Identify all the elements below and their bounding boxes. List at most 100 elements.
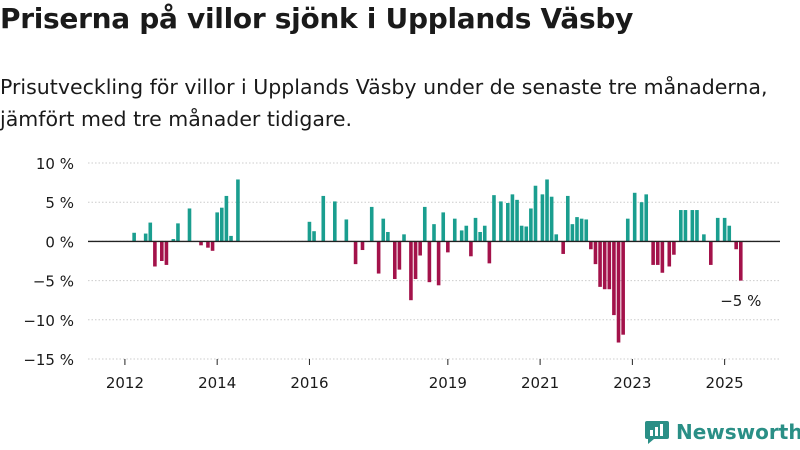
bar [561, 241, 565, 254]
bar [519, 225, 524, 242]
bar [392, 241, 397, 280]
bar [143, 233, 148, 242]
newsworthy-logo-icon [645, 421, 669, 444]
chart-title: Priserna på villor sjönk i Upplands Väsb… [0, 2, 634, 35]
bar [722, 217, 727, 242]
bar [702, 234, 706, 242]
bar [616, 241, 621, 343]
bar [422, 206, 427, 242]
bar [164, 241, 169, 265]
last-value-label: −5 % [720, 292, 761, 310]
bar [176, 223, 180, 242]
bar [376, 241, 381, 274]
bar [715, 217, 720, 242]
bar [540, 194, 545, 242]
bar [353, 241, 358, 265]
bar [413, 241, 418, 280]
bar [499, 201, 503, 242]
bar [187, 208, 192, 242]
bar [625, 218, 630, 242]
bar [229, 235, 233, 242]
bar [492, 195, 496, 242]
x-tick-label: 2016 [290, 374, 328, 392]
x-tick-label: 2025 [706, 374, 744, 392]
bar [409, 241, 413, 301]
bar [148, 222, 153, 242]
bar [607, 241, 612, 290]
bar [333, 201, 337, 242]
x-tick-label: 2012 [106, 374, 144, 392]
bar [132, 232, 136, 242]
bar [529, 208, 533, 242]
y-tick-label: −5 % [33, 273, 74, 291]
bar [369, 206, 374, 242]
bar [487, 241, 492, 264]
bar [469, 241, 473, 257]
bar [727, 225, 732, 242]
bar [734, 241, 738, 250]
brand-name: Newsworthy [676, 420, 800, 444]
bar [506, 202, 510, 242]
bar [397, 241, 402, 270]
x-tick-label: 2014 [198, 374, 236, 392]
bar [510, 194, 515, 242]
bar [545, 179, 549, 242]
bar [312, 231, 316, 242]
y-tick-label: −15 % [23, 351, 74, 369]
bar [565, 195, 570, 242]
x-tick-label: 2019 [429, 374, 467, 392]
bar [386, 231, 390, 242]
bar [224, 195, 229, 242]
bar [381, 218, 386, 242]
bar [360, 241, 365, 251]
x-tick-label: 2021 [521, 374, 559, 392]
bar [171, 239, 176, 242]
bar [584, 219, 589, 242]
bar [206, 241, 210, 248]
bar [655, 241, 660, 265]
bar [660, 241, 665, 273]
bar [199, 241, 203, 246]
bar [679, 210, 683, 242]
bar [427, 241, 432, 283]
bar [402, 234, 406, 242]
bar [593, 241, 598, 265]
bar [579, 218, 584, 242]
bar [533, 185, 538, 242]
bar [695, 210, 699, 242]
bar [651, 241, 655, 265]
bar [236, 179, 240, 242]
bar [644, 194, 649, 242]
bar [473, 217, 478, 242]
y-tick-label: 0 % [45, 233, 74, 251]
bar [160, 241, 164, 261]
y-tick-label: 5 % [45, 194, 74, 212]
bar [738, 241, 743, 281]
bar [598, 241, 602, 287]
bar [344, 219, 349, 242]
chart-subtitle: Prisutveckling för villor i Upplands Väs… [0, 75, 768, 131]
bar [210, 241, 215, 251]
bar [482, 225, 487, 242]
y-tick-label: −10 % [23, 312, 74, 330]
bar [589, 241, 593, 250]
y-tick-label: 10 % [36, 155, 74, 173]
bar [219, 207, 224, 242]
bar [464, 225, 469, 242]
bar [153, 241, 157, 267]
bar [612, 241, 616, 316]
bar [575, 217, 579, 242]
bar [639, 202, 644, 242]
bar [452, 218, 457, 242]
bar [632, 192, 637, 242]
x-tick-label: 2023 [613, 374, 651, 392]
brand-logo: Newsworthy [644, 418, 800, 446]
bar [690, 210, 695, 242]
bar [307, 221, 312, 242]
bar [446, 241, 450, 253]
bar [418, 241, 422, 256]
bar-chart: 10 % 5 % 0 % −5 % −10 % −15 % 2012 2014 2016 2019… [23, 155, 780, 392]
bar [570, 224, 575, 242]
bar [215, 212, 219, 242]
bar [554, 234, 559, 242]
